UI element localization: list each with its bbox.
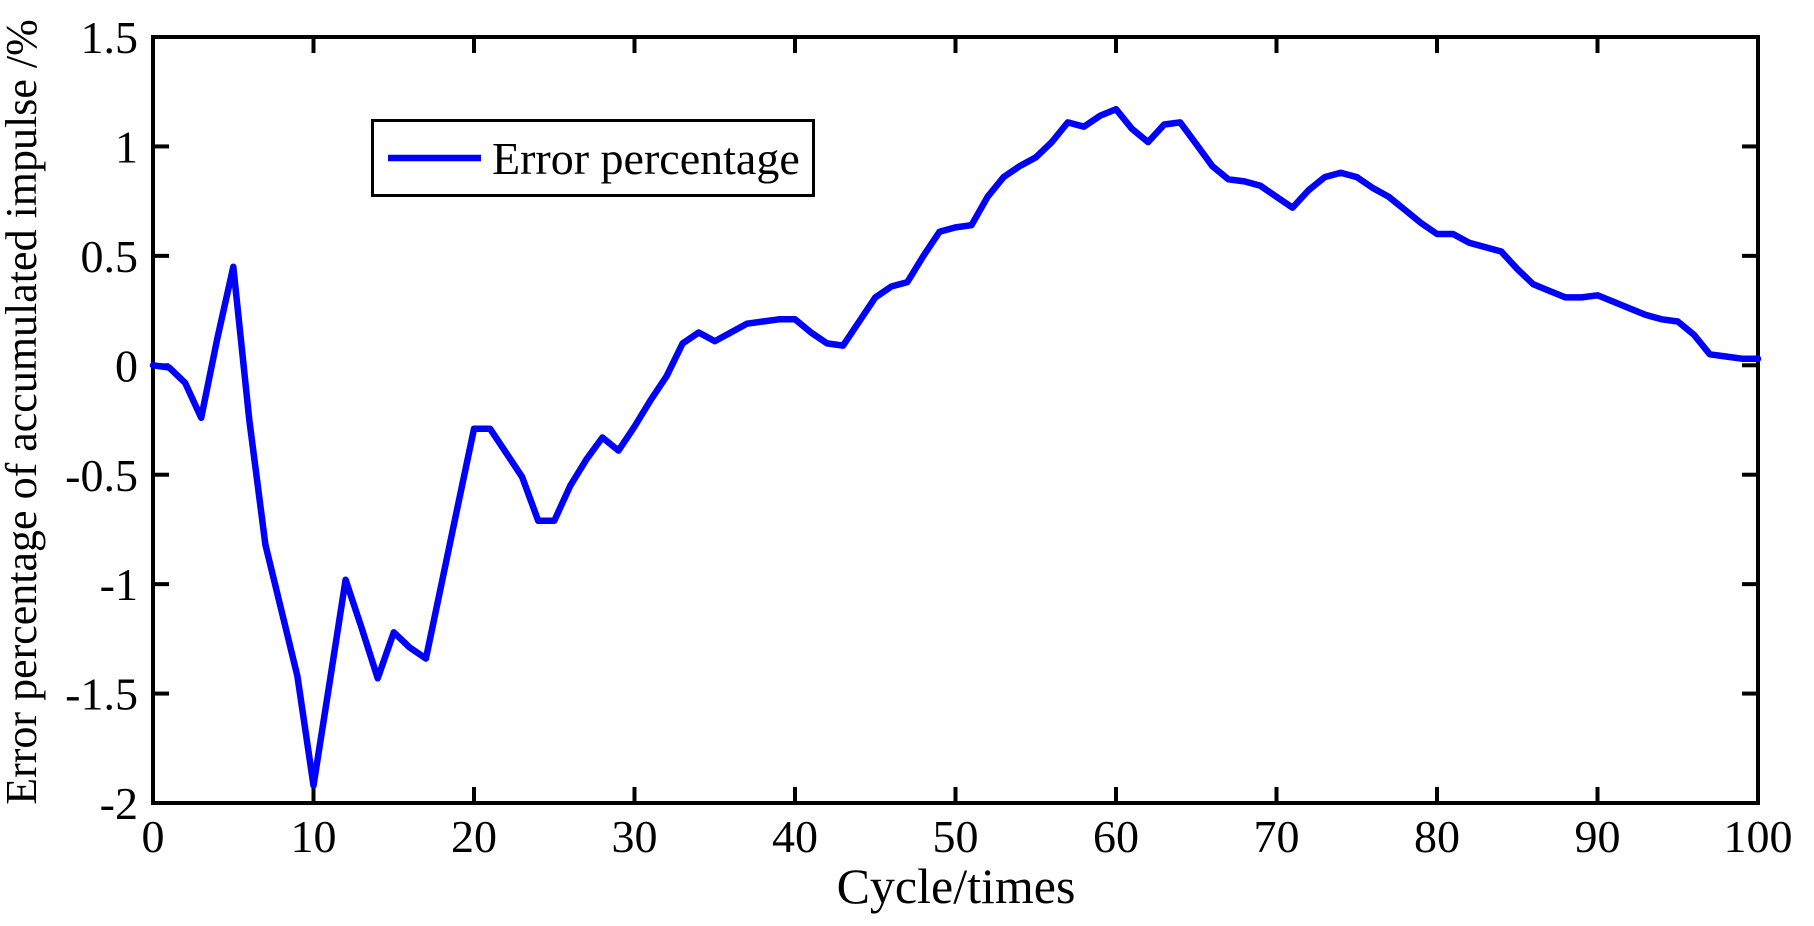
- y-tick-label: 0: [115, 340, 138, 391]
- x-tick-label: 70: [1254, 811, 1300, 862]
- data-line-error-percentage: [149, 105, 1762, 789]
- x-axis-label: Cycle/times: [837, 858, 1076, 914]
- legend-label: Error percentage: [492, 133, 800, 184]
- x-tick-label: 20: [451, 811, 497, 862]
- x-tick-label: 0: [142, 811, 165, 862]
- x-tick-label: 10: [291, 811, 337, 862]
- x-tick-label: 60: [1093, 811, 1139, 862]
- y-tick-label: 0.5: [81, 231, 139, 282]
- y-tick-label: -1.5: [65, 669, 138, 720]
- x-tick-label: 90: [1575, 811, 1621, 862]
- x-tick-label: 80: [1414, 811, 1460, 862]
- y-tick-label: -2: [100, 778, 138, 829]
- y-tick-label: -0.5: [65, 450, 138, 501]
- y-axis-label: Error percentage of accumulated impulse …: [0, 19, 46, 805]
- y-tick-label: -1: [100, 559, 138, 610]
- y-tick-label: 1: [115, 122, 138, 173]
- x-tick-label: 100: [1724, 811, 1793, 862]
- x-tick-label: 30: [612, 811, 658, 862]
- x-tick-label: 40: [772, 811, 818, 862]
- y-tick-label: 1.5: [81, 12, 139, 63]
- x-tick-label: 50: [933, 811, 979, 862]
